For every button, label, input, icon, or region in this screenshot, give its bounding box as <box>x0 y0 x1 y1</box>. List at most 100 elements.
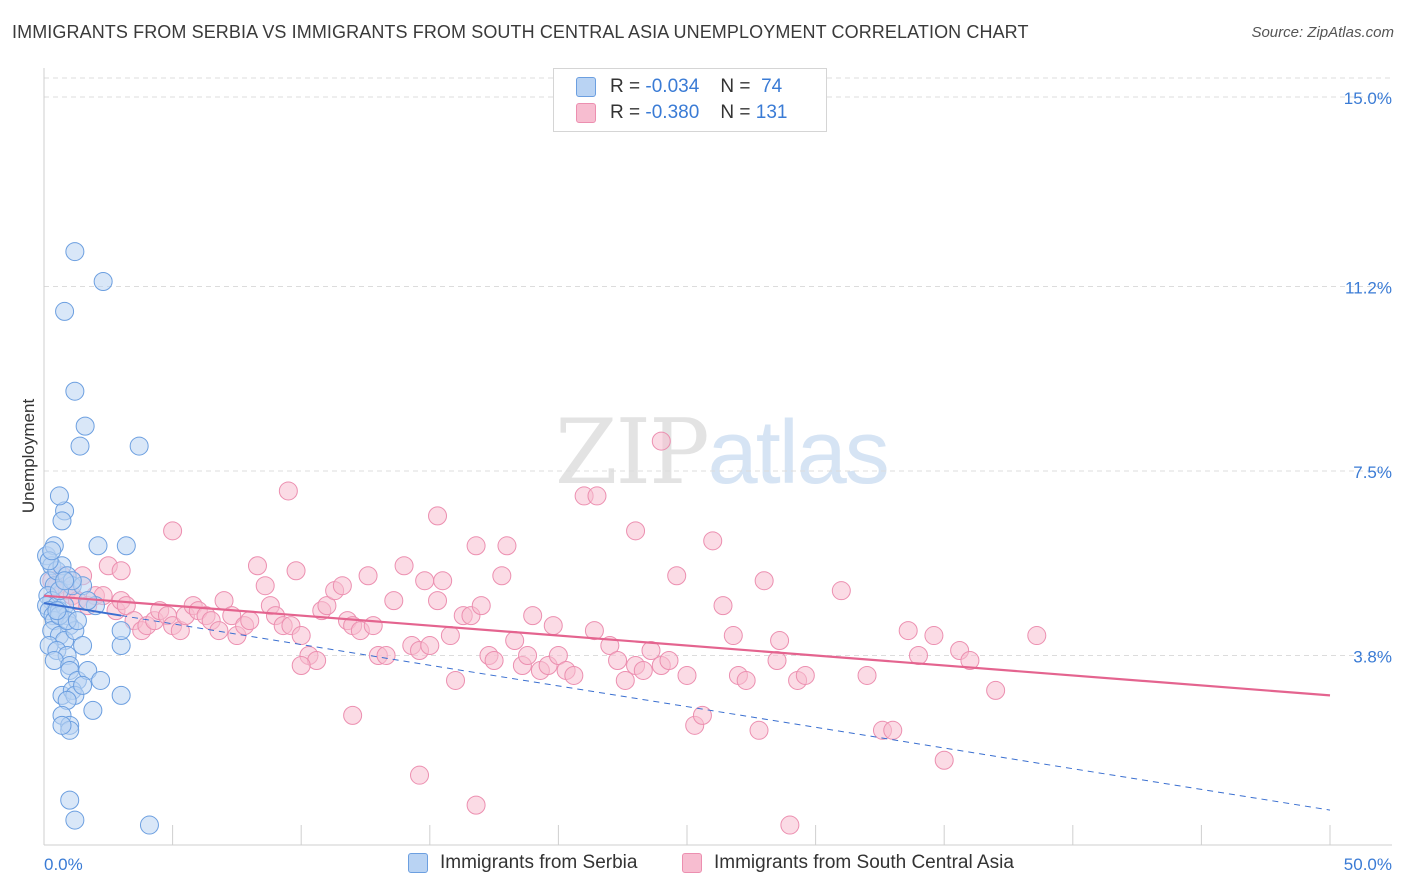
sca-point <box>934 750 954 770</box>
sca-point <box>363 616 383 636</box>
bottom-legend-sca: Immigrants from South Central Asia <box>682 852 1014 874</box>
sca-point <box>484 650 504 670</box>
sca-point <box>343 705 363 725</box>
label-layer: 3.8% 7.5% 11.2% 15.0% 0.0% 50.0% Unemployment <box>19 89 1392 874</box>
axis-layer <box>43 68 1392 846</box>
bottom-legend-swatch-sca <box>682 853 702 873</box>
x-tick-label-end: 50.0% <box>1344 855 1392 874</box>
sca-point <box>713 596 733 616</box>
sca-point <box>543 616 563 636</box>
sca-point <box>831 581 851 601</box>
sca-point <box>641 641 661 661</box>
sca-point <box>587 486 607 506</box>
sca-point <box>677 665 697 685</box>
sca-point <box>384 591 404 611</box>
sca-point <box>497 536 517 556</box>
serbia-point <box>73 636 93 656</box>
legend-n-label: N = <box>720 76 751 97</box>
serbia-point <box>139 815 159 835</box>
sca-point <box>255 576 275 596</box>
bottom-legend-serbia: Immigrants from Serbia <box>408 852 637 874</box>
sca-point <box>394 556 414 576</box>
y-axis-label: Unemployment <box>19 399 38 514</box>
bottom-legend-swatch-serbia <box>408 853 428 873</box>
source-credit: Source: ZipAtlas.com <box>1251 24 1394 41</box>
sca-trend-line <box>43 594 1331 697</box>
sca-point <box>795 665 815 685</box>
serbia-point <box>55 301 75 321</box>
legend-n-value: 74 <box>761 76 783 97</box>
legend-n-value: 131 <box>755 102 788 123</box>
sca-point <box>518 646 538 666</box>
watermark-atlas: atlas <box>707 403 890 503</box>
sca-point <box>633 660 653 680</box>
sca-point <box>908 646 928 666</box>
sca-point <box>209 621 229 641</box>
serbia-point <box>116 536 136 556</box>
sca-point <box>505 631 525 651</box>
serbia-point <box>49 486 69 506</box>
sca-point <box>1027 626 1047 646</box>
sca-point <box>240 611 260 631</box>
serbia-point <box>83 700 103 720</box>
chart-title: IMMIGRANTS FROM SERBIA VS IMMIGRANTS FRO… <box>12 22 1029 42</box>
serbia-point <box>60 790 80 810</box>
sca-point <box>659 650 679 670</box>
serbia-point <box>111 685 131 705</box>
serbia-point <box>111 621 131 641</box>
serbia-point <box>73 675 93 695</box>
sca-point <box>466 795 486 815</box>
legend: R = -0.034 N = 74 R = -0.380 N = 131 <box>553 68 827 132</box>
legend-n-label: N = <box>720 102 751 123</box>
sca-point <box>358 566 378 586</box>
sca-point <box>247 556 267 576</box>
sca-point <box>767 650 787 670</box>
sca-point <box>736 670 756 690</box>
serbia-point <box>65 381 85 401</box>
y-tick-label: 3.8% <box>1353 648 1392 667</box>
sca-point <box>600 636 620 656</box>
serbia-point <box>55 571 75 591</box>
serbia-point <box>93 272 113 292</box>
sca-point <box>376 646 396 666</box>
sca-point <box>111 561 131 581</box>
bottom-legend-label-serbia: Immigrants from Serbia <box>440 852 638 873</box>
sca-point <box>608 650 628 670</box>
sca-point <box>433 571 453 591</box>
serbia-point <box>65 242 85 262</box>
serbia-point <box>52 511 72 531</box>
sca-point <box>286 561 306 581</box>
sca-point <box>291 626 311 646</box>
serbia-point <box>70 436 90 456</box>
trend-layer <box>43 594 1331 811</box>
sca-point <box>692 705 712 725</box>
serbia-point <box>78 591 98 611</box>
sca-point <box>749 720 769 740</box>
sca-point <box>651 431 671 451</box>
sca-point <box>780 815 800 835</box>
sca-point <box>466 536 486 556</box>
bottom-legend-label-sca: Immigrants from South Central Asia <box>714 852 1014 873</box>
sca-point <box>420 636 440 656</box>
sca-point <box>626 521 646 541</box>
grid-layer <box>44 77 1392 657</box>
legend-swatch-serbia <box>576 77 596 97</box>
sca-point <box>410 765 430 785</box>
sca-point <box>440 626 460 646</box>
serbia-point <box>42 541 62 561</box>
serbia-point <box>91 670 111 690</box>
sca-point <box>523 606 543 626</box>
sca-point <box>857 665 877 685</box>
y-tick-label: 7.5% <box>1353 463 1392 482</box>
legend-row-serbia: R = -0.034 N = 74 <box>576 75 782 99</box>
serbia-point <box>67 611 87 631</box>
y-tick-label: 11.2% <box>1345 278 1392 297</box>
x-tick-label-start: 0.0% <box>44 855 83 874</box>
sca-point <box>898 621 918 641</box>
sca-point <box>428 591 448 611</box>
sca-point <box>615 670 635 690</box>
serbia-point <box>52 715 72 735</box>
sca-point <box>317 596 337 616</box>
serbia-point <box>65 810 85 830</box>
